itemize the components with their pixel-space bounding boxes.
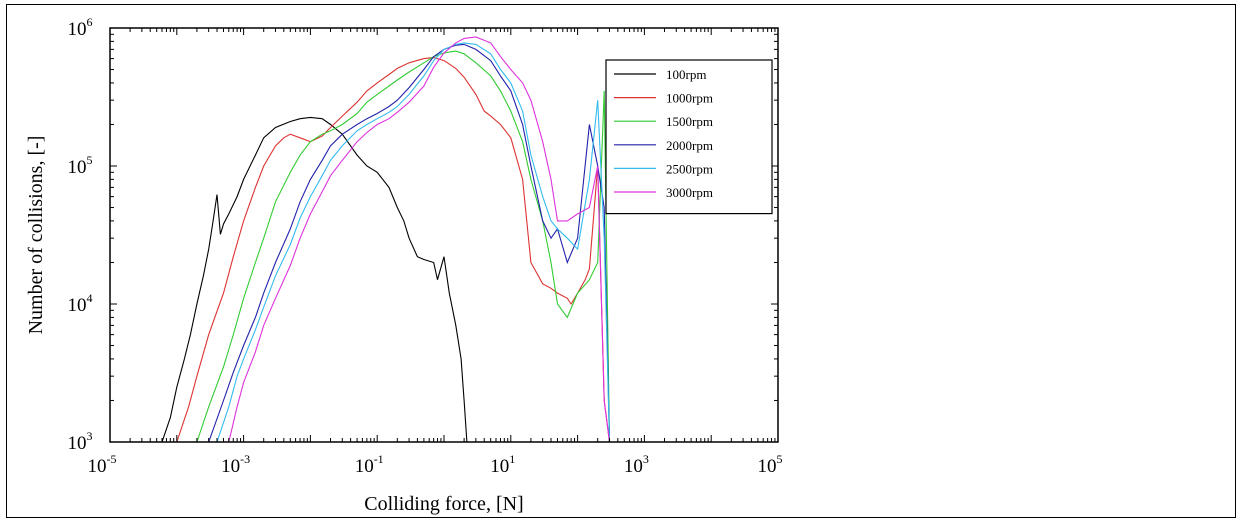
series-line-2000rpm	[208, 43, 611, 442]
x-tick-label: 105	[758, 452, 783, 477]
y-axis-label: Number of collisions, [-]	[25, 136, 47, 335]
x-tick-label: 101	[490, 452, 515, 477]
x-axis-label: Colliding force, [N]	[364, 493, 523, 515]
series-line-1500rpm	[196, 50, 611, 442]
y-tick-label: 104	[68, 291, 93, 316]
y-tick-label: 105	[68, 153, 93, 178]
figure-frame	[6, 4, 1236, 518]
x-tick-label: 10-5	[88, 452, 117, 477]
series-line-100rpm	[161, 116, 468, 442]
x-tick-label: 103	[624, 452, 649, 477]
series-line-1000rpm	[176, 57, 611, 442]
x-tick-label: 10-3	[221, 452, 250, 477]
legend-label: 2000rpm	[666, 138, 713, 153]
legend-label: 2500rpm	[666, 161, 713, 176]
x-tick-label: 10-1	[355, 452, 384, 477]
series-line-2500rpm	[216, 42, 611, 442]
legend-box	[605, 59, 773, 215]
legend-label: 100rpm	[666, 67, 706, 82]
legend-label: 1000rpm	[666, 91, 713, 106]
y-tick-label: 103	[68, 429, 93, 454]
legend-label: 3000rpm	[666, 185, 713, 200]
y-tick-label: 106	[68, 15, 93, 40]
legend-label: 1500rpm	[666, 114, 713, 129]
series-line-3000rpm	[228, 36, 611, 442]
